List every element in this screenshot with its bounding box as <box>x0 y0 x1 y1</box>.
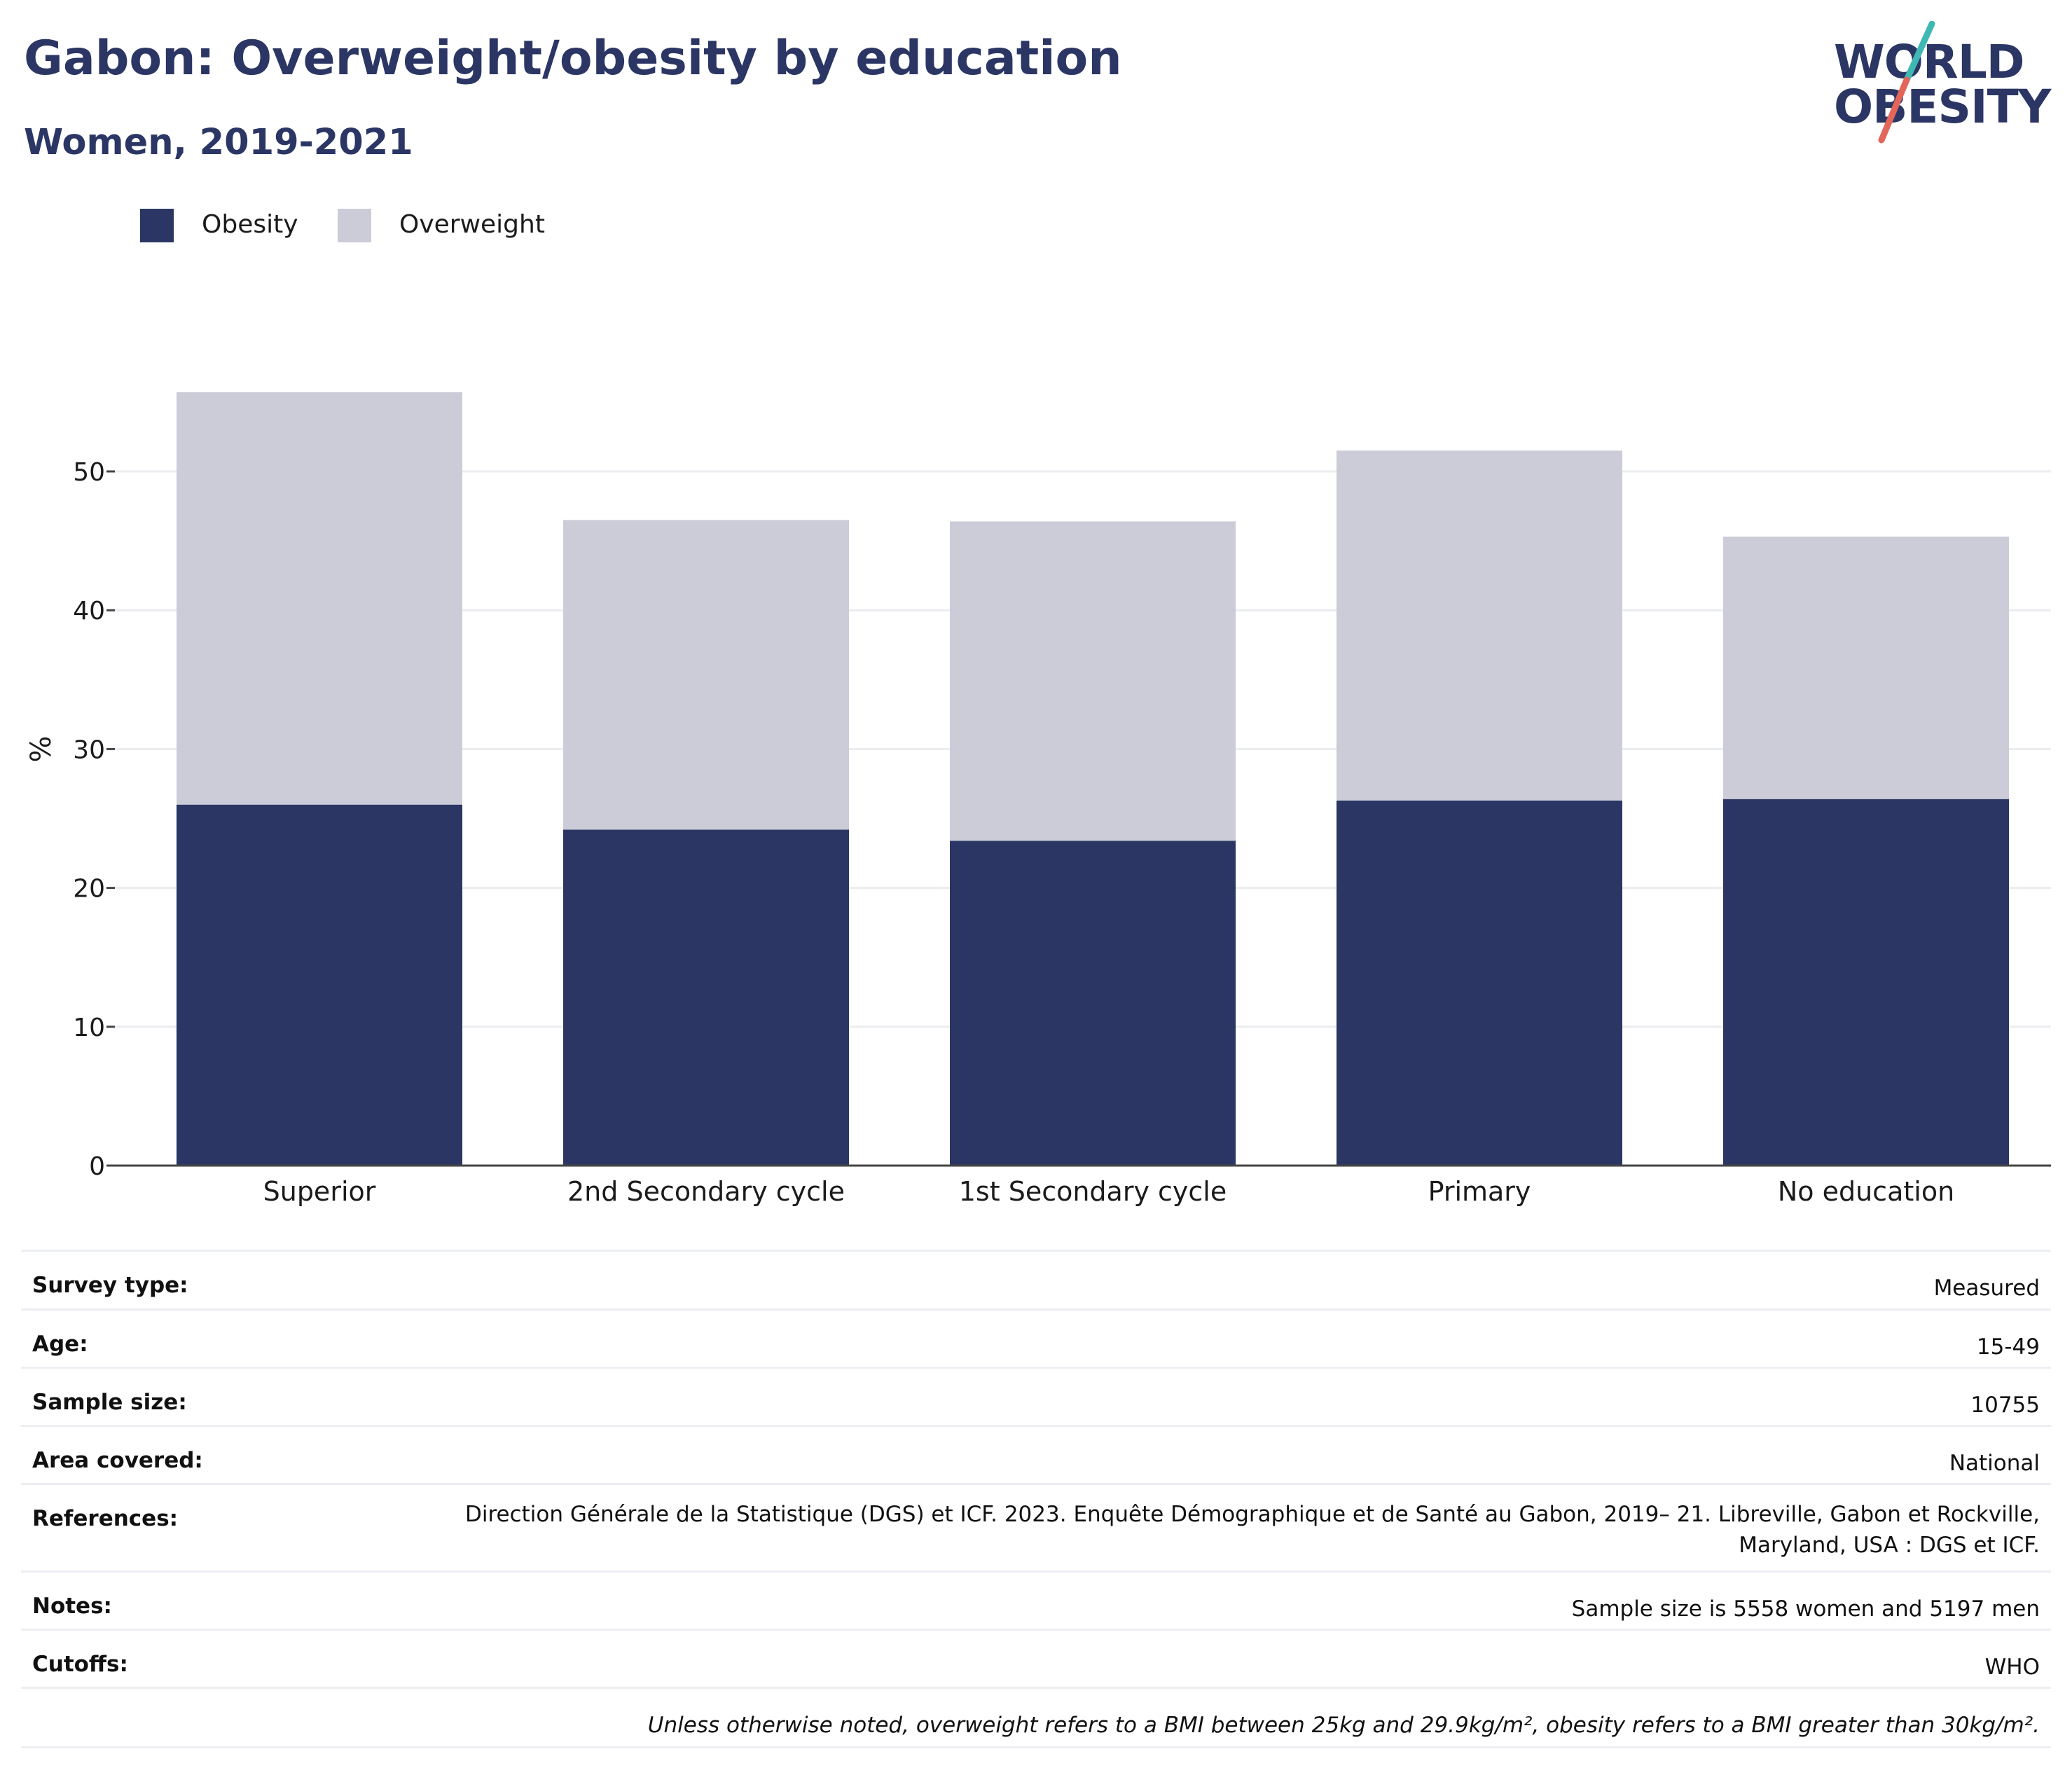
info-row-footnote: Unless otherwise noted, overweight refer… <box>21 1687 2051 1746</box>
legend-label-overweight: Overweight <box>399 210 545 239</box>
info-value: Sample size is 5558 women and 5197 men <box>1571 1596 2040 1622</box>
info-value: WHO <box>1984 1655 2040 1680</box>
y-axis-title: % <box>25 735 57 762</box>
bar-obesity-no-education <box>1723 799 2009 1166</box>
x-tick-label: 1st Secondary cycle <box>959 1176 1227 1207</box>
y-tick-label: 40 <box>73 597 105 626</box>
info-value: 10755 <box>1970 1393 2040 1418</box>
info-row-notes: Notes: Sample size is 5558 women and 519… <box>21 1570 2051 1629</box>
logo-word-world: WORLD <box>1834 35 2025 89</box>
info-label: Cutoffs: <box>32 1652 128 1677</box>
bar-overweight-superior <box>177 392 462 805</box>
logo-word-obesity: OBESITY <box>1834 80 2051 134</box>
legend-swatch-overweight <box>338 209 371 242</box>
info-label: Survey type: <box>32 1273 188 1298</box>
info-row-age: Age: 15-49 <box>21 1308 2051 1367</box>
bmi-definition-footnote: Unless otherwise noted, overweight refer… <box>647 1713 2040 1738</box>
legend-swatch-obesity <box>140 209 174 242</box>
bar-obesity-1st-secondary-cycle <box>950 841 1236 1166</box>
info-label: Notes: <box>32 1594 112 1619</box>
bar-obesity-primary <box>1337 800 1622 1166</box>
logo-slash-red <box>1878 76 1910 144</box>
bar-overweight-2nd-secondary-cycle <box>563 520 849 830</box>
info-value: 15-49 <box>1976 1334 2040 1360</box>
info-value: National <box>1949 1451 2040 1476</box>
info-row-cutoffs: Cutoffs: WHO <box>21 1629 2051 1687</box>
info-row-area-covered: Area covered: National <box>21 1425 2051 1483</box>
stacked-bar-chart: 0 10 20 30 40 50% Superior 2nd Secondary cycle 1… <box>25 392 2051 1207</box>
info-value: Measured <box>1933 1276 2040 1301</box>
y-tick-label: 50 <box>73 458 105 487</box>
chart-title: Gabon: Overweight/obesity by education <box>24 31 1122 86</box>
bar-overweight-no-education <box>1723 537 2009 799</box>
world-obesity-logo: WORLD OBESITY <box>1828 21 2059 147</box>
legend-label-obesity: Obesity <box>202 210 298 239</box>
bar-obesity-superior <box>177 804 462 1166</box>
info-label: References: <box>32 1506 179 1531</box>
logo-slash-teal <box>1903 21 1935 83</box>
info-label: Sample size: <box>32 1390 187 1415</box>
x-tick-label: Superior <box>263 1176 376 1207</box>
bar-overweight-primary <box>1337 450 1622 801</box>
survey-info-table: Survey type: Measured Age: 15-49 Sample … <box>21 1250 2051 1748</box>
info-label: Area covered: <box>32 1448 203 1473</box>
info-row-sample-size: Sample size: 10755 <box>21 1367 2051 1425</box>
info-label: Age: <box>32 1332 88 1357</box>
logo-slash-icon <box>1878 21 1935 144</box>
y-tick-label: 0 <box>89 1152 105 1181</box>
x-tick-label: No education <box>1778 1176 1954 1207</box>
bar-obesity-2nd-secondary-cycle <box>563 829 849 1166</box>
info-value: Direction Générale de la Statistique (DG… <box>464 1502 2040 1558</box>
table-bottom-rule <box>21 1746 2051 1748</box>
bar-overweight-1st-secondary-cycle <box>950 521 1236 841</box>
y-tick-label: 10 <box>73 1014 105 1042</box>
y-tick-label: 30 <box>73 735 105 764</box>
x-tick-label: Primary <box>1428 1176 1531 1207</box>
x-tick-label: 2nd Secondary cycle <box>567 1176 845 1207</box>
info-row-survey-type: Survey type: Measured <box>21 1250 2051 1308</box>
info-row-references: References: Direction Générale de la Sta… <box>21 1483 2051 1570</box>
chart-subtitle: Women, 2019-2021 <box>24 122 413 163</box>
y-tick-label: 20 <box>73 875 105 904</box>
